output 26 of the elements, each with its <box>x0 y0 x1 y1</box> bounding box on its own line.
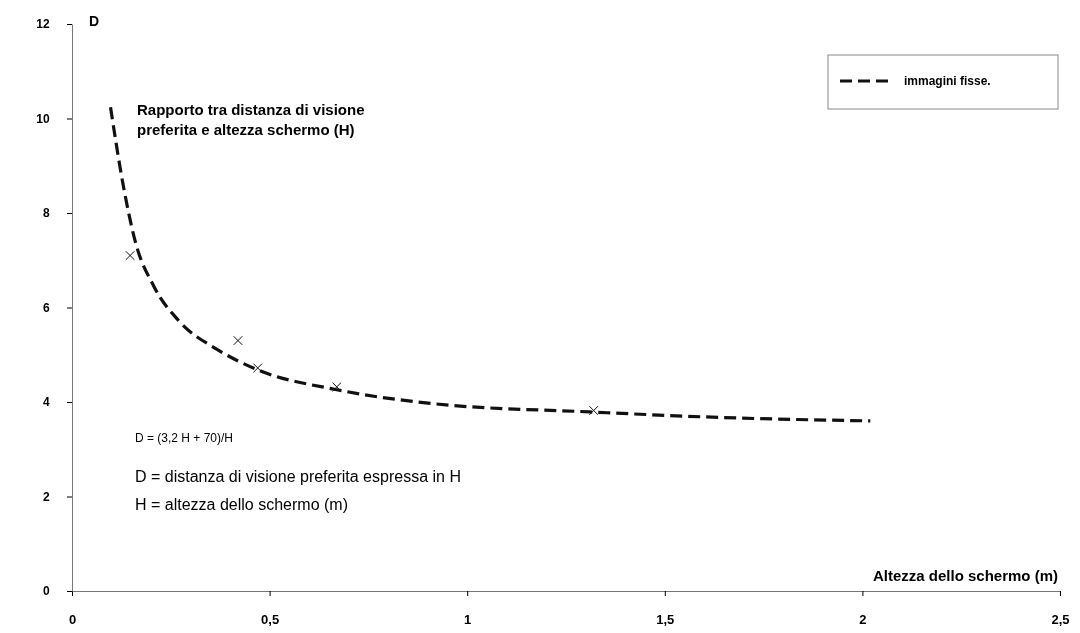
y-tick-label: 2 <box>42 489 50 504</box>
y-tick-label: 8 <box>42 206 50 221</box>
legend-label: immagini fisse. <box>904 74 991 88</box>
line-series <box>108 105 872 423</box>
y-tick-label: 4 <box>42 395 50 410</box>
x-tick-label: 2 <box>859 611 867 627</box>
point <box>233 335 243 346</box>
annotation: D = distanza di visione preferita espressa in H <box>135 468 461 485</box>
point <box>252 363 263 373</box>
y-tick-label: 0 <box>42 584 50 599</box>
annotation: H = altezza dello schermo (m) <box>135 496 348 513</box>
point <box>331 382 342 392</box>
text: Rapporto tra distanza di visione preferita e altezza schermo (H) <box>137 101 365 138</box>
x-tick-label: 0,5 <box>261 611 280 627</box>
point <box>588 405 599 416</box>
y-tick-label: 12 <box>36 17 50 32</box>
x-axis-title: Altezza dello schermo (m) <box>872 567 1058 584</box>
x-tick-label: 2,5 <box>1051 611 1070 627</box>
y-tick-label: 10 <box>36 111 50 126</box>
x-tick-label: 1,5 <box>656 611 675 627</box>
x-tick-label: 1 <box>464 611 472 627</box>
point <box>125 250 135 261</box>
x-tick-label: 0 <box>68 611 77 627</box>
y-axis-title: D <box>89 13 100 29</box>
y-tick-label: 6 <box>42 300 50 315</box>
annotation: D = (3,2 H + 70)/H <box>135 431 234 445</box>
